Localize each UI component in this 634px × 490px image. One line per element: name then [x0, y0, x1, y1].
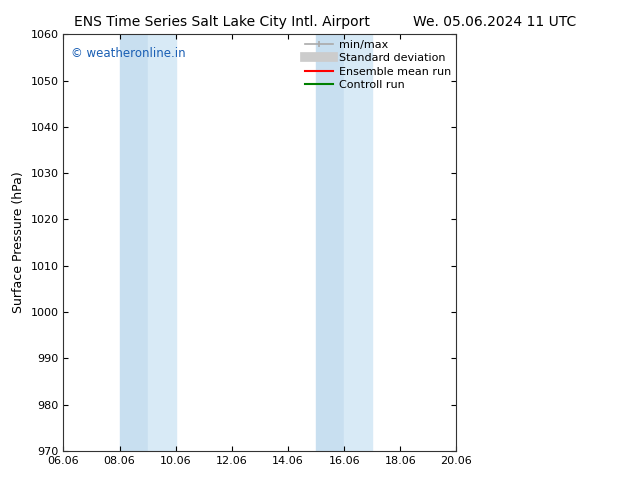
Y-axis label: Surface Pressure (hPa): Surface Pressure (hPa): [12, 172, 25, 314]
Bar: [344, 34, 372, 451]
Bar: [120, 34, 148, 451]
Bar: [316, 34, 344, 451]
Text: We. 05.06.2024 11 UTC: We. 05.06.2024 11 UTC: [413, 15, 576, 29]
Text: ENS Time Series Salt Lake City Intl. Airport: ENS Time Series Salt Lake City Intl. Air…: [74, 15, 370, 29]
Bar: [148, 34, 176, 451]
Text: © weatheronline.in: © weatheronline.in: [71, 47, 186, 60]
Legend: min/max, Standard deviation, Ensemble mean run, Controll run: min/max, Standard deviation, Ensemble me…: [306, 40, 451, 90]
